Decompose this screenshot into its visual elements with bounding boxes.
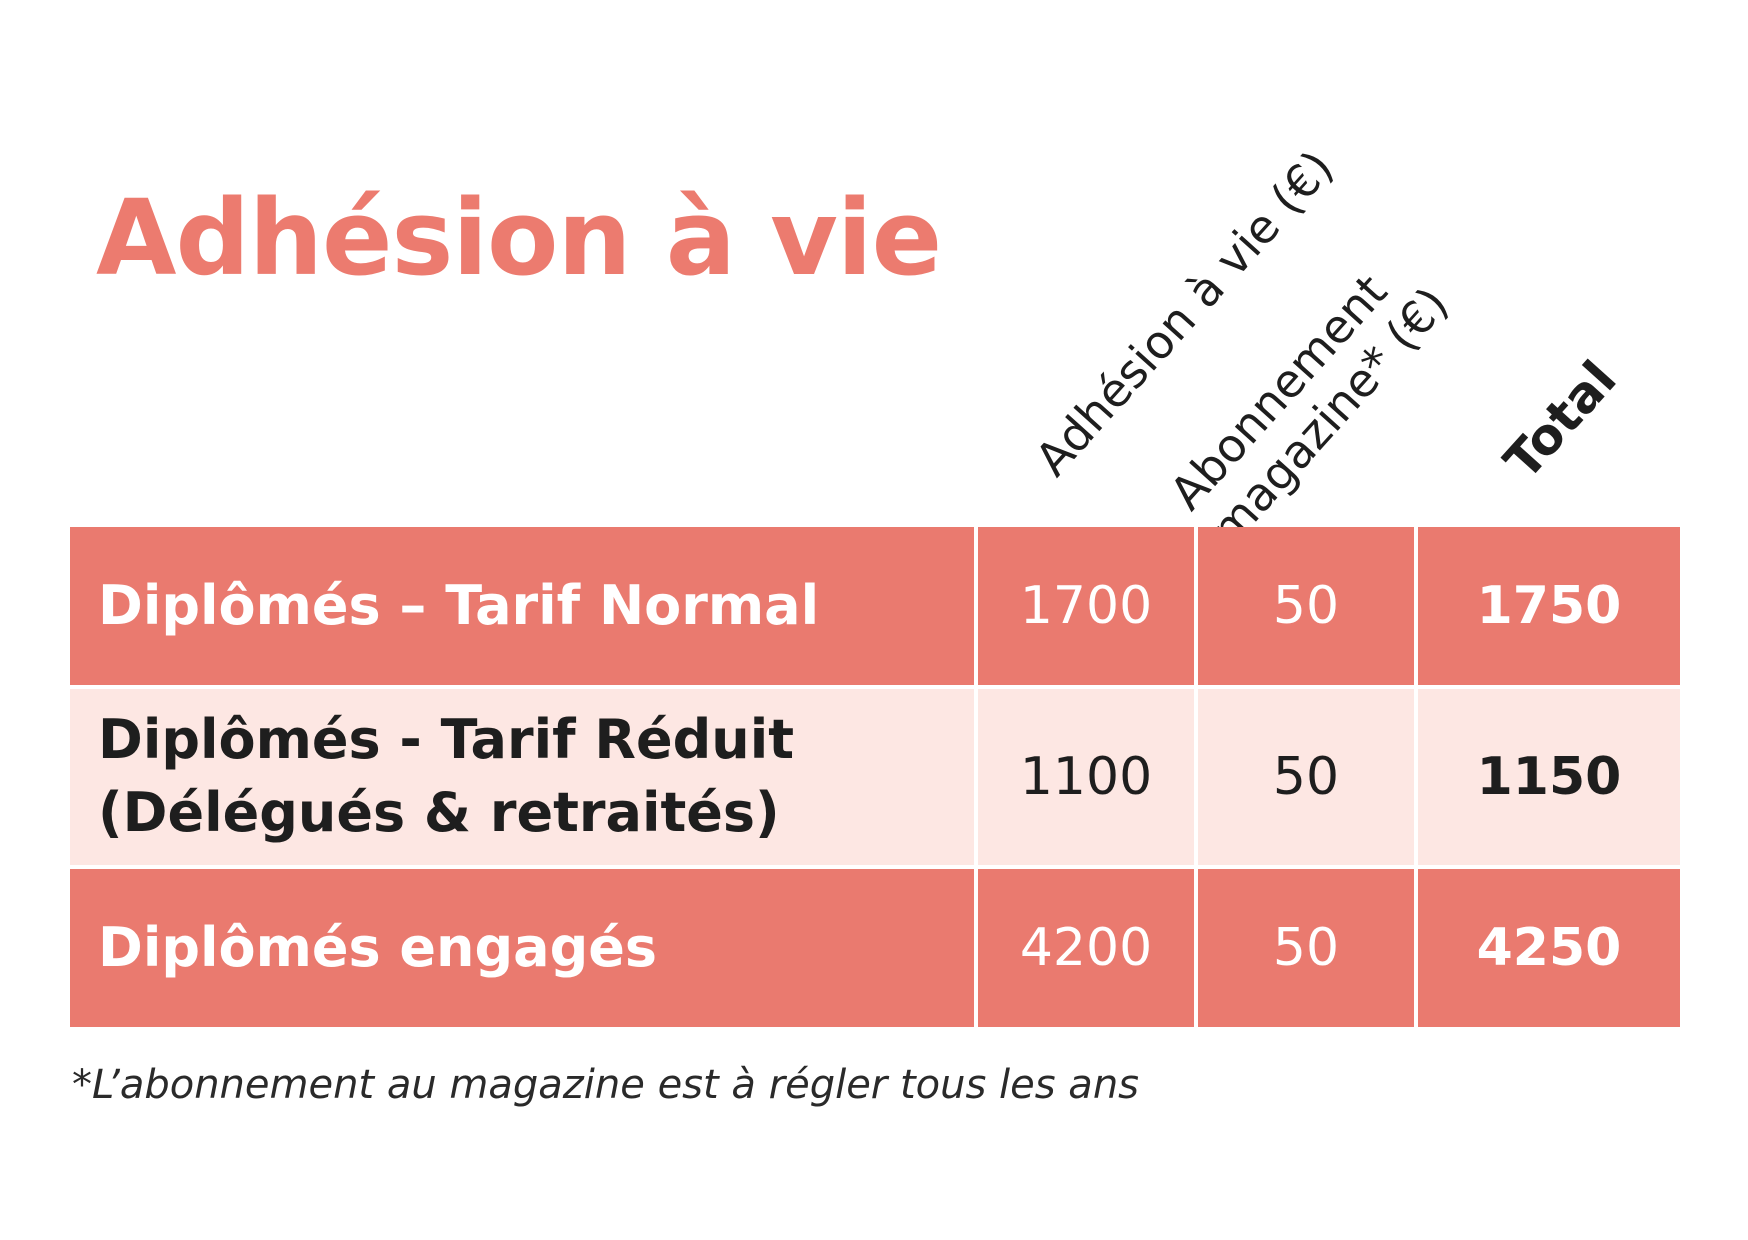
cell-total: 1750: [1418, 527, 1680, 689]
row-label: Diplômés - Tarif Réduit (Délégués & retr…: [70, 689, 978, 869]
row-label-line1: Diplômés engagés: [98, 915, 658, 979]
table-row-tarif-normal: Diplômés – Tarif Normal 1700 50 1750: [70, 527, 1680, 689]
row-label: Diplômés engagés: [70, 869, 978, 1027]
cell-abonnement: 50: [1198, 869, 1418, 1027]
row-label: Diplômés – Tarif Normal: [70, 527, 978, 689]
row-label-line1: Diplômés - Tarif Réduit: [98, 708, 795, 772]
column-header-total-label: Total: [1493, 350, 1628, 491]
cell-abonnement: 50: [1198, 689, 1418, 869]
footnote: *L’abonnement au magazine est à régler t…: [72, 1062, 1140, 1108]
row-label-line2: (Délégués & retraités): [98, 781, 780, 844]
tarif-table: Diplômés – Tarif Normal 1700 50 1750 Dip…: [70, 527, 1680, 1027]
table-row-tarif-reduit: Diplômés - Tarif Réduit (Délégués & retr…: [70, 689, 1680, 869]
cell-abonnement: 50: [1198, 527, 1418, 689]
page-title: Adhésion à vie: [96, 177, 942, 299]
cell-total: 4250: [1418, 869, 1680, 1027]
cell-total: 1150: [1418, 689, 1680, 869]
cell-adhesion: 1700: [978, 527, 1198, 689]
cell-adhesion: 4200: [978, 869, 1198, 1027]
cell-adhesion: 1100: [978, 689, 1198, 869]
row-label-line1: Diplômés – Tarif Normal: [98, 573, 820, 637]
column-header-total: Total: [1493, 350, 1628, 491]
table-row-engages: Diplômés engagés 4200 50 4250: [70, 869, 1680, 1027]
